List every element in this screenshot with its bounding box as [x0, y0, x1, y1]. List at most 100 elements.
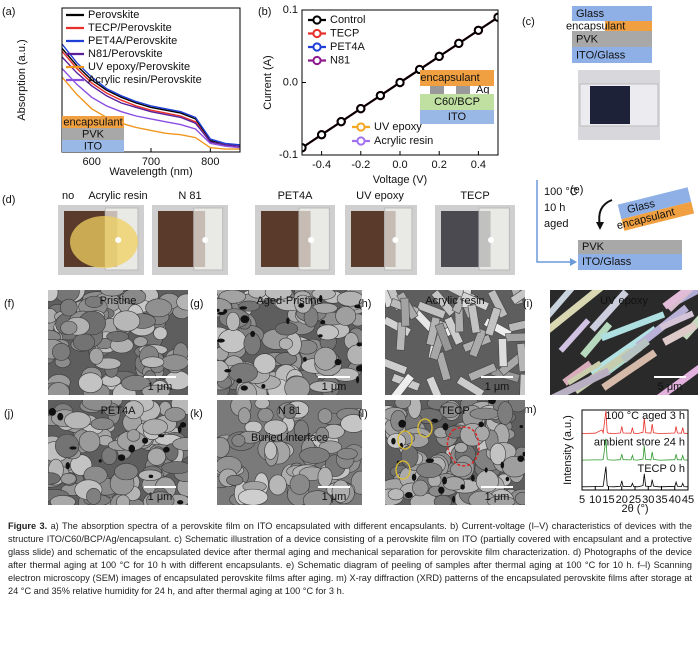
- panel-label: (j): [4, 408, 14, 420]
- photo-glass: [478, 207, 510, 271]
- layer-label: PVK: [576, 33, 599, 45]
- sem-feature: [161, 461, 188, 474]
- arrow: [536, 180, 570, 263]
- sem-feature: [226, 474, 244, 486]
- sem-pore: [398, 419, 406, 428]
- sem-feature: [336, 448, 358, 460]
- legend-label: Perovskite: [88, 9, 139, 21]
- sem-feature: [449, 461, 473, 478]
- inset-layer: [62, 116, 124, 128]
- sem-feature: [659, 310, 695, 331]
- sem-feature: [90, 417, 115, 431]
- legend-label: PET4A/Perovskite: [88, 35, 177, 47]
- sem-feature: [433, 494, 452, 505]
- sem-pore: [65, 462, 71, 470]
- data-point: [454, 38, 464, 48]
- sem-feature: [509, 290, 525, 305]
- sem-pore: [180, 421, 187, 428]
- data-point: [356, 104, 366, 114]
- sem-feature: [237, 382, 257, 395]
- sem-feature: [257, 407, 274, 423]
- sem-feature: [264, 441, 278, 460]
- sem-feature: [72, 333, 96, 352]
- plot-area: [582, 410, 688, 488]
- sem-pore: [48, 408, 56, 416]
- legend-label: N81/Perovskite: [88, 48, 163, 60]
- panel-label: (k): [190, 408, 203, 420]
- sem-pore: [286, 317, 290, 324]
- layer: [621, 201, 695, 231]
- scale-bar-label: 1 μm: [485, 381, 510, 393]
- x-tick-label: 0.2: [432, 159, 447, 171]
- photo-marker: [488, 237, 494, 243]
- sem-feature: [133, 336, 148, 347]
- inset-label: encapsulant: [420, 72, 479, 84]
- sem-feature: [78, 372, 103, 393]
- sem-pore: [298, 303, 305, 308]
- sem-feature: [516, 342, 525, 373]
- image-title: Aged-Pristine: [256, 295, 322, 307]
- x-tick-label: 15: [602, 494, 614, 506]
- sem-feature: [498, 338, 508, 368]
- sem-feature: [48, 472, 61, 485]
- sem-feature: [550, 367, 611, 395]
- annotation: [417, 418, 433, 438]
- sem-pore: [460, 484, 465, 490]
- sem-feature: [469, 407, 500, 420]
- sem-pore: [442, 476, 447, 485]
- sem-pore: [142, 437, 149, 444]
- layer: [578, 254, 682, 270]
- photo-marker: [115, 237, 122, 243]
- sem-feature: [467, 362, 498, 382]
- caption: Figure 3. a) The absorption spectra of a…: [8, 520, 692, 644]
- legend-label: Control: [330, 14, 365, 26]
- plot-frame: [61, 7, 241, 153]
- sem-feature: [487, 290, 509, 319]
- sem-feature: [514, 491, 525, 505]
- sem-pore: [452, 496, 456, 503]
- series-line: [62, 47, 240, 147]
- x-tick-label: 35: [655, 494, 667, 506]
- sem-feature: [228, 362, 258, 383]
- caption-label: Figure 3.: [8, 521, 48, 531]
- sem-feature: [468, 327, 488, 358]
- photo-glass: [384, 207, 413, 271]
- condition-label: 10 h: [544, 202, 565, 214]
- sem-pore: [224, 368, 232, 373]
- legend-swatch: [312, 15, 322, 25]
- annotation: [446, 426, 480, 467]
- sem-feature: [335, 306, 357, 326]
- sem-feature: [487, 495, 516, 505]
- sem-pore: [318, 334, 323, 338]
- inset-label: PVK: [82, 128, 105, 140]
- legend-swatch: [356, 122, 366, 132]
- sem-feature: [601, 349, 658, 391]
- data-point: [336, 117, 346, 127]
- inset-label: C60/BCP: [434, 96, 480, 108]
- image-title: UV epoxy: [600, 295, 648, 307]
- inset-layer: [420, 70, 494, 86]
- annotation: [397, 430, 413, 450]
- sem-pore: [128, 444, 136, 453]
- sem-feature: [48, 382, 70, 395]
- x-tick-label: 5: [579, 494, 585, 506]
- layer-label: ITO/Glass: [576, 49, 626, 61]
- sem-pore: [303, 356, 307, 362]
- sem-feature: [558, 318, 591, 353]
- image-title: N 81: [278, 405, 301, 417]
- sample-label: N 81: [178, 190, 201, 202]
- sem-pore: [250, 330, 256, 338]
- sem-feature: [412, 479, 429, 497]
- scale-bar-label: 1 μm: [322, 381, 347, 393]
- sample-label: Acrylic resin: [88, 190, 147, 202]
- sem-feature: [416, 300, 447, 320]
- y-tick-label: -0.1: [279, 149, 298, 161]
- sem-feature: [600, 311, 666, 342]
- sem-pore: [411, 473, 417, 481]
- panel-label: (e): [570, 184, 583, 196]
- data-point: [473, 25, 483, 35]
- inset-layer: [420, 94, 494, 110]
- sem-feature: [400, 297, 410, 327]
- layer: [572, 47, 652, 63]
